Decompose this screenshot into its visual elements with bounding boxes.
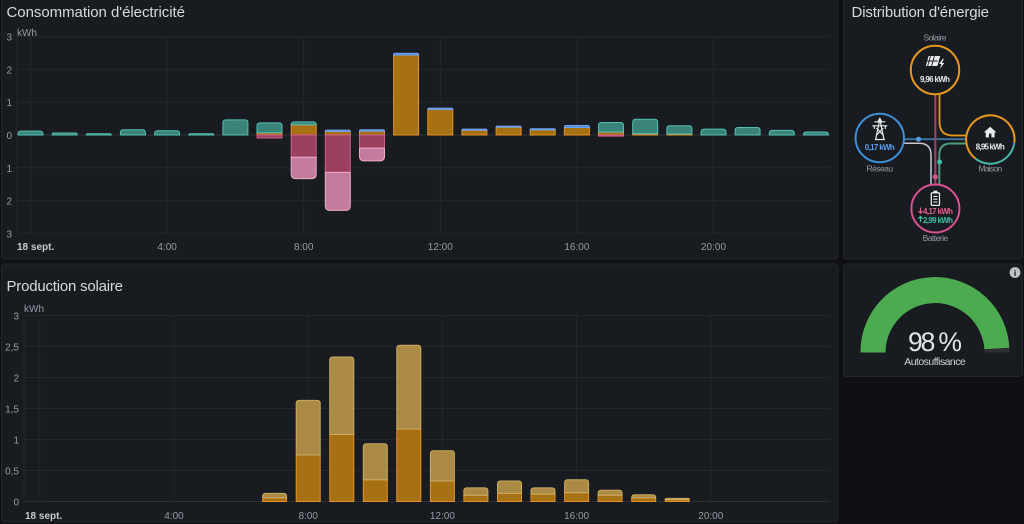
svg-text:Solaire: Solaire (924, 33, 947, 43)
svg-text:i: i (1014, 268, 1016, 278)
svg-text:2: 2 (13, 374, 19, 385)
svg-text:3: 3 (13, 312, 19, 323)
svg-text:Distribution d'énergie: Distribution d'énergie (852, 4, 990, 21)
svg-text:0: 0 (6, 131, 12, 142)
svg-text:0,17 kWh: 0,17 kWh (865, 143, 895, 152)
svg-text:1,5: 1,5 (5, 405, 19, 416)
svg-text:9,96 kWh: 9,96 kWh (920, 75, 950, 84)
svg-text:Autosuffisance: Autosuffisance (904, 356, 966, 368)
svg-text:18 sept.: 18 sept. (25, 511, 62, 522)
svg-text:16:00: 16:00 (564, 511, 589, 522)
svg-text:8:00: 8:00 (298, 511, 318, 522)
svg-text:2: 2 (6, 197, 12, 208)
svg-text:4:00: 4:00 (164, 511, 184, 522)
svg-text:98 %: 98 % (908, 327, 962, 357)
svg-text:kWh: kWh (17, 28, 37, 39)
svg-text:0: 0 (13, 498, 19, 509)
svg-text:1: 1 (13, 436, 19, 447)
svg-text:8,95 kWh: 8,95 kWh (976, 143, 1005, 152)
svg-text:1: 1 (6, 164, 12, 175)
svg-text:20:00: 20:00 (701, 242, 726, 253)
svg-text:0,5: 0,5 (5, 467, 19, 478)
svg-text:1: 1 (6, 98, 12, 109)
svg-text:3: 3 (6, 33, 12, 44)
svg-text:12:00: 12:00 (430, 511, 455, 522)
svg-text:3: 3 (6, 229, 12, 240)
svg-text:12:00: 12:00 (428, 242, 453, 253)
svg-text:4,17 kWh: 4,17 kWh (923, 207, 953, 216)
svg-text:18 sept.: 18 sept. (17, 242, 54, 253)
svg-text:2,99 kWh: 2,99 kWh (923, 216, 953, 225)
svg-text:Maison: Maison (979, 164, 1003, 174)
svg-text:16:00: 16:00 (564, 242, 589, 253)
svg-text:2,5: 2,5 (5, 343, 19, 354)
svg-text:2: 2 (6, 65, 12, 76)
svg-text:4:00: 4:00 (157, 242, 177, 253)
svg-text:Consommation d'électricité: Consommation d'électricité (7, 4, 186, 21)
svg-text:kWh: kWh (24, 304, 44, 315)
svg-text:20:00: 20:00 (698, 511, 723, 522)
svg-text:8:00: 8:00 (294, 242, 314, 253)
svg-text:Production solaire: Production solaire (7, 278, 124, 295)
svg-text:Réseau: Réseau (867, 164, 894, 174)
svg-text:Batterie: Batterie (923, 233, 949, 243)
